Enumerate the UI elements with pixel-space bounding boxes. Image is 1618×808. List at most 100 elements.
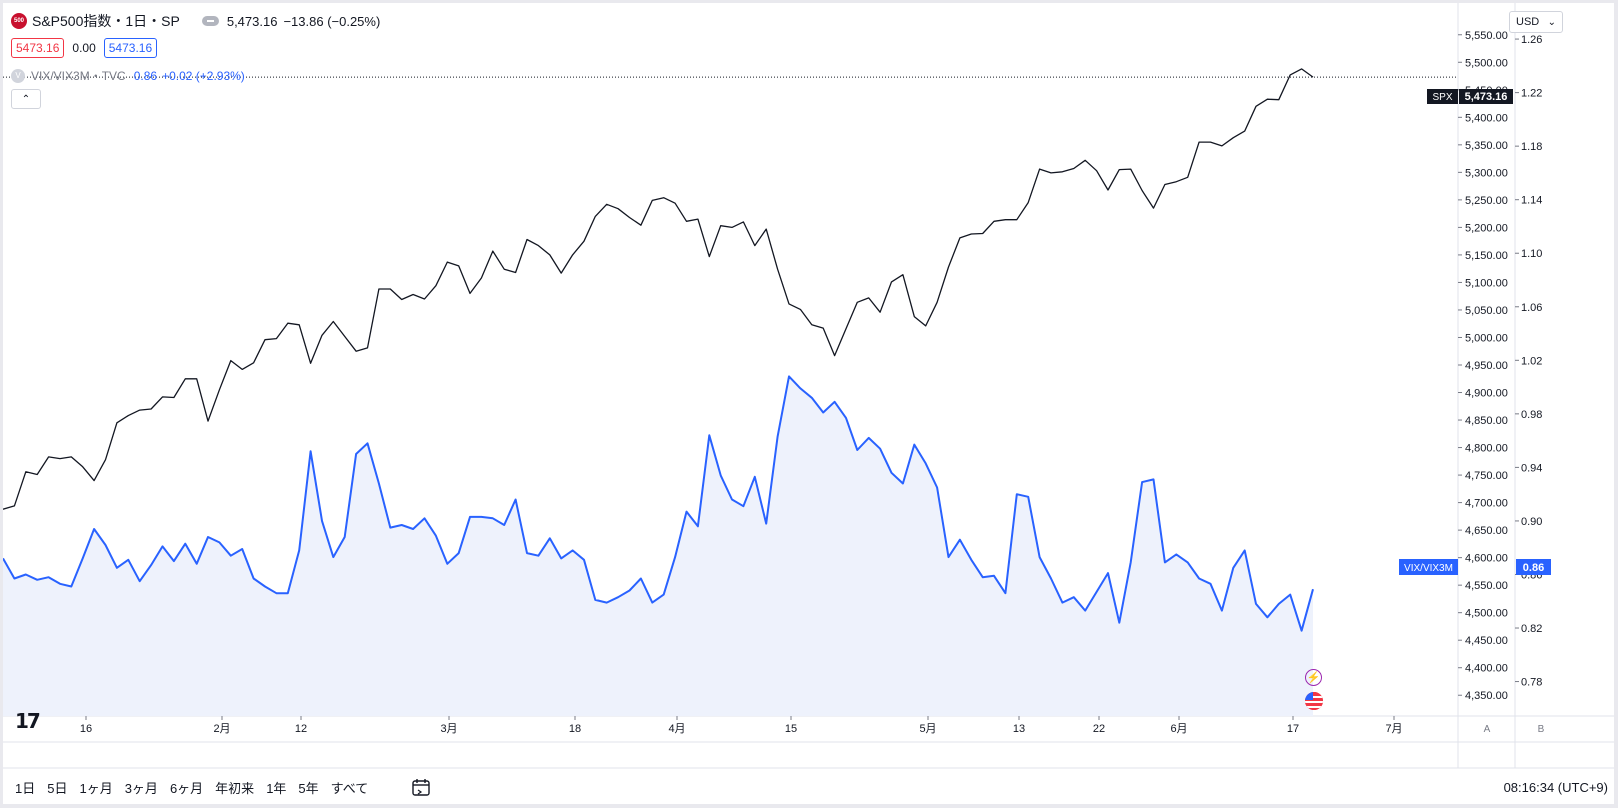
- price-axis-tick-label: 4,600.00: [1465, 553, 1508, 565]
- spx-axis-tag: SPX: [1432, 92, 1452, 103]
- ask-box[interactable]: 5473.16: [103, 38, 158, 58]
- ratio-axis-tick-label: 0.98: [1521, 409, 1542, 421]
- time-axis-tick-label: 18: [569, 723, 581, 735]
- range-button[interactable]: 1年: [266, 781, 287, 796]
- price-axis-tick-label: 4,900.00: [1465, 388, 1508, 400]
- currency-value: USD: [1516, 16, 1540, 28]
- time-axis-tick-label: 5月: [919, 723, 936, 735]
- overlay-change: +0.02 (+2.93%): [162, 68, 245, 83]
- time-axis-tick-label: 3月: [440, 723, 457, 735]
- ratio-axis-tick-label: 0.94: [1521, 462, 1542, 474]
- auto-scale-button[interactable]: A: [1483, 723, 1491, 735]
- price-axis-tick-label: 4,700.00: [1465, 498, 1508, 510]
- chevron-down-icon: ⌄: [1547, 16, 1556, 28]
- ratio-axis-tick-label: 1.26: [1521, 34, 1542, 46]
- time-axis-tick-label: 6月: [1170, 723, 1187, 735]
- range-button[interactable]: 1ヶ月: [79, 781, 113, 796]
- currency-select[interactable]: USD ⌄: [1509, 11, 1563, 33]
- time-axis-tick-label: 22: [1093, 723, 1105, 735]
- main-legend[interactable]: 500 S&P500指数・1日・SP 5,473.16 −13.86 (−0.2…: [11, 11, 380, 31]
- chart-window: 5,550.005,500.005,450.005,400.005,350.00…: [3, 3, 1614, 804]
- price-axis-tick-label: 5,000.00: [1465, 332, 1508, 344]
- time-axis-tick-label: 2月: [213, 723, 230, 735]
- ratio-axis-tick-label: 1.18: [1521, 141, 1542, 153]
- range-button[interactable]: すべて: [330, 781, 369, 796]
- price-axis-tick-label: 4,350.00: [1465, 690, 1508, 702]
- price-axis-tick-label: 5,250.00: [1465, 195, 1508, 207]
- time-axis-tick-label: 15: [785, 723, 797, 735]
- time-axis-tick-label: 13: [1013, 723, 1025, 735]
- spx-last-price-bg: [1459, 89, 1513, 104]
- calendar-icon[interactable]: [411, 777, 431, 800]
- spx-axis-tag-bg: [1427, 89, 1458, 104]
- ratio-axis-tick-label: 1.02: [1521, 355, 1542, 367]
- ratio-axis-tick-label: 1.10: [1521, 248, 1542, 260]
- symbol-title[interactable]: S&P500指数・1日・SP: [32, 13, 180, 29]
- time-axis-tick-label: 4月: [668, 723, 685, 735]
- range-button[interactable]: 6ヶ月: [169, 781, 204, 796]
- price-axis-tick-label: 4,650.00: [1465, 525, 1508, 537]
- price-axis-tick-label: 5,150.00: [1465, 250, 1508, 262]
- last-price: 5,473.16: [226, 13, 278, 29]
- price-axis-tick-label: 5,200.00: [1465, 222, 1508, 234]
- bid-box[interactable]: 5473.16: [11, 38, 65, 58]
- chevron-up-icon: ⌃: [21, 93, 31, 105]
- time-axis-tick-label: 17: [1287, 723, 1299, 735]
- spx-series-line[interactable]: [3, 68, 1314, 510]
- spx-last-price-label: 5,473.16: [1465, 91, 1508, 103]
- collapse-legend-button[interactable]: ⌃: [11, 89, 41, 109]
- price-change: −13.86 (−0.25%): [283, 13, 381, 29]
- tradingview-logo[interactable]: 17: [15, 709, 41, 733]
- overlay-legend[interactable]: V VIX/VIX3M・TVC 0.86 +0.02 (+2.93%): [11, 67, 245, 84]
- bid-ask-row: 5473.16 0.00 5473.16: [11, 38, 165, 58]
- sp500-logo-icon: 500: [11, 13, 27, 29]
- price-axis-tick-label: 4,500.00: [1465, 608, 1508, 620]
- bottom-toolbar: 1日 5日 1ヶ月 3ヶ月 6ヶ月 年初来 1年 5年 すべて 08:16:34 (UTC+9): [3, 771, 1614, 804]
- ratio-axis-tick-label: 1.22: [1521, 88, 1542, 100]
- range-buttons: 1日 5日 1ヶ月 3ヶ月 6ヶ月 年初来 1年 5年 すべて: [3, 778, 368, 797]
- price-axis-tick-label: 5,050.00: [1465, 305, 1508, 317]
- price-axis-tick-label: 4,850.00: [1465, 415, 1508, 427]
- price-axis-tick-label: 5,400.00: [1465, 112, 1508, 124]
- range-button[interactable]: 年初来: [215, 781, 255, 796]
- price-axis-tick-label: 4,750.00: [1465, 470, 1508, 482]
- vix-axis-tag-bg: [1399, 559, 1458, 575]
- time-axis-tick-label: 16: [80, 723, 92, 735]
- price-axis-tick-label: 4,550.00: [1465, 580, 1508, 592]
- range-button[interactable]: 3ヶ月: [124, 781, 158, 796]
- ratio-axis-tick-label: 0.82: [1521, 623, 1542, 635]
- us-flag-icon[interactable]: [1305, 692, 1323, 710]
- price-axis-tick-label: 5,550.00: [1465, 30, 1508, 42]
- price-axis-tick-label: 5,350.00: [1465, 140, 1508, 152]
- price-axis-tick-label: 5,500.00: [1465, 57, 1508, 69]
- range-button[interactable]: 1日: [15, 781, 36, 796]
- price-axis-tick-label: 5,300.00: [1465, 167, 1508, 179]
- hide-series-icon[interactable]: [201, 16, 219, 26]
- price-axis-tick-label: 4,400.00: [1465, 663, 1508, 675]
- price-axis-tick-label: 4,800.00: [1465, 443, 1508, 455]
- right-scale-button[interactable]: B: [1537, 723, 1545, 735]
- ratio-axis-tick-label: 0.90: [1521, 516, 1542, 528]
- ratio-axis-tick-label: 1.14: [1521, 195, 1542, 207]
- price-axis-tick-label: 4,950.00: [1465, 360, 1508, 372]
- ratio-axis-tick-label: 0.78: [1521, 677, 1542, 689]
- spread-value: 0.00: [72, 41, 96, 55]
- vix-last-value-bg: [1516, 559, 1551, 575]
- vix-symbol-icon: V: [11, 68, 25, 83]
- chart-canvas[interactable]: 5,550.005,500.005,450.005,400.005,350.00…: [3, 3, 1614, 804]
- time-axis-tick-label: 12: [295, 723, 307, 735]
- clock-display[interactable]: 08:16:34 (UTC+9): [1503, 780, 1608, 795]
- time-axis-tick-label: 7月: [1385, 723, 1402, 735]
- overlay-value: 0.86: [133, 68, 158, 83]
- vix-last-value-label: 0.86: [1523, 562, 1544, 574]
- price-axis-tick-label: 4,450.00: [1465, 635, 1508, 647]
- overlay-name[interactable]: VIX/VIX3M・TVC: [31, 69, 126, 83]
- vix-area-fill: [3, 376, 1313, 716]
- ratio-axis-tick-label: 1.06: [1521, 302, 1542, 314]
- vix-series-line[interactable]: [3, 375, 1314, 632]
- range-button[interactable]: 5年: [298, 781, 319, 796]
- flash-icon[interactable]: ⚡: [1305, 669, 1322, 686]
- range-button[interactable]: 5日: [47, 781, 68, 796]
- vix-axis-tag: VIX/VIX3M: [1404, 563, 1453, 574]
- price-axis-tick-label: 5,100.00: [1465, 277, 1508, 289]
